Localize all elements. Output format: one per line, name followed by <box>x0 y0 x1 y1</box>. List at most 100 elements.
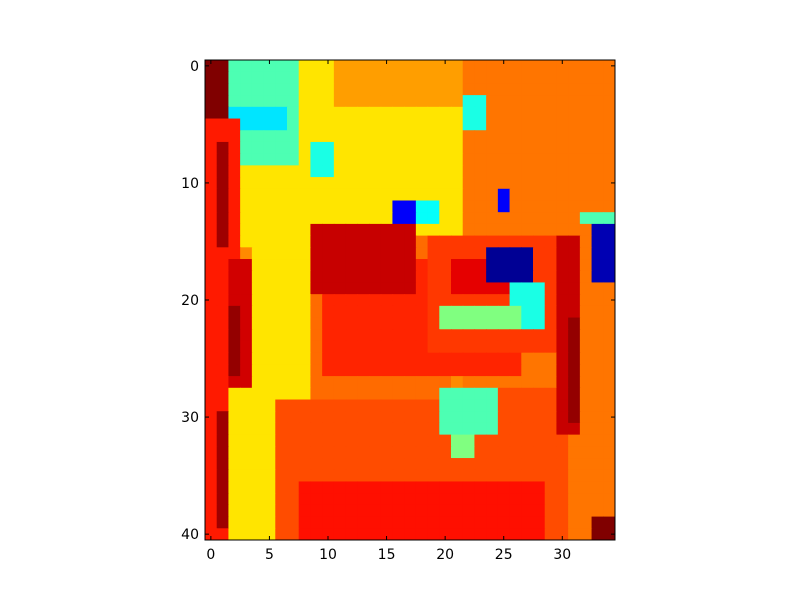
heatmap-cell <box>287 329 300 342</box>
heatmap-cell <box>251 282 265 295</box>
heatmap-cell <box>287 399 300 412</box>
heatmap-cell <box>205 340 218 354</box>
heatmap-cell <box>544 340 558 354</box>
heatmap-cell <box>521 458 534 471</box>
heatmap-cell <box>392 528 405 540</box>
heatmap-cell <box>497 223 511 237</box>
heatmap-cell <box>439 387 452 401</box>
heatmap-cell <box>474 259 487 272</box>
heatmap-cell <box>439 458 452 471</box>
heatmap-cell <box>579 528 593 540</box>
heatmap-cell <box>205 458 218 471</box>
heatmap-cell <box>380 71 394 85</box>
heatmap-cell <box>556 340 569 354</box>
heatmap-cell <box>298 165 312 178</box>
heatmap-cell <box>298 446 312 459</box>
heatmap-cell <box>568 317 581 330</box>
heatmap-cell <box>579 106 593 120</box>
heatmap-cell <box>568 223 581 237</box>
heatmap-cell <box>556 165 569 178</box>
heatmap-cell <box>333 364 347 377</box>
heatmap-cell <box>333 493 347 506</box>
heatmap-cell <box>228 188 241 202</box>
heatmap-cell <box>298 200 312 213</box>
heatmap-cell <box>357 247 370 260</box>
heatmap-cell <box>533 528 546 540</box>
heatmap-cell <box>544 270 558 284</box>
heatmap-cell <box>345 317 358 330</box>
heatmap-cell <box>287 141 300 155</box>
heatmap-cell <box>544 528 558 540</box>
heatmap-cell <box>205 165 218 178</box>
heatmap-cell <box>357 411 370 424</box>
heatmap-cell <box>579 118 593 131</box>
heatmap-cell <box>568 493 581 506</box>
heatmap-cell <box>310 493 323 506</box>
heatmap-cell <box>497 434 511 447</box>
heatmap-cell <box>322 376 335 389</box>
heatmap-cell <box>228 516 241 529</box>
heatmap-cell <box>486 504 499 518</box>
heatmap-cell <box>497 106 511 120</box>
heatmap-cell <box>474 106 487 120</box>
heatmap-cell <box>310 71 323 85</box>
heatmap-cell <box>251 270 265 284</box>
heatmap-cell <box>415 235 429 248</box>
heatmap-cell <box>228 83 241 96</box>
heatmap-cell <box>579 352 593 365</box>
heatmap-cell <box>544 422 558 436</box>
heatmap-cell <box>322 458 335 471</box>
heatmap-cell <box>298 399 312 412</box>
heatmap-cell <box>240 270 253 284</box>
heatmap-cell <box>509 177 522 190</box>
heatmap-cell <box>439 340 452 354</box>
heatmap-cell <box>462 235 476 248</box>
heatmap-cell <box>357 329 370 342</box>
heatmap-cell <box>369 481 382 494</box>
heatmap-cell <box>251 376 265 389</box>
heatmap-cell <box>205 469 218 483</box>
heatmap-cell <box>287 118 300 131</box>
heatmap-cell <box>427 270 440 284</box>
heatmap-cell <box>603 118 615 131</box>
y-tick-label: 0 <box>190 59 199 75</box>
heatmap-cell <box>486 60 499 73</box>
heatmap-cell <box>568 141 581 155</box>
heatmap-cell <box>216 141 230 155</box>
heatmap-cell <box>333 481 347 494</box>
heatmap-cell <box>521 516 534 529</box>
heatmap-cell <box>322 317 335 330</box>
heatmap-cells <box>205 60 615 540</box>
heatmap-cell <box>427 422 440 436</box>
heatmap-cell <box>357 469 370 483</box>
heatmap-cell <box>427 200 440 213</box>
heatmap-cell <box>497 95 511 108</box>
heatmap-cell <box>415 270 429 284</box>
heatmap-cell <box>415 481 429 494</box>
heatmap-cell <box>556 60 569 73</box>
heatmap-cell <box>357 83 370 96</box>
heatmap-cell <box>474 422 487 436</box>
heatmap-cell <box>228 387 241 401</box>
heatmap-cell <box>544 516 558 529</box>
heatmap-cell <box>462 71 476 85</box>
heatmap-cell <box>568 516 581 529</box>
heatmap-cell <box>579 270 593 284</box>
heatmap-cell <box>462 504 476 518</box>
heatmap-cell <box>603 317 615 330</box>
heatmap-cell <box>451 481 464 494</box>
heatmap-cell <box>427 516 440 529</box>
heatmap-cell <box>591 364 604 377</box>
heatmap-cell <box>427 481 440 494</box>
heatmap-cell <box>556 516 569 529</box>
heatmap-cell <box>439 60 452 73</box>
heatmap-cell <box>380 223 394 237</box>
heatmap-cell <box>333 329 347 342</box>
heatmap-cell <box>462 352 476 365</box>
heatmap-cell <box>591 528 604 540</box>
heatmap-cell <box>216 469 230 483</box>
heatmap-cell <box>298 60 312 73</box>
heatmap-cell <box>392 493 405 506</box>
heatmap-cell <box>439 528 452 540</box>
heatmap-cell <box>579 153 593 166</box>
